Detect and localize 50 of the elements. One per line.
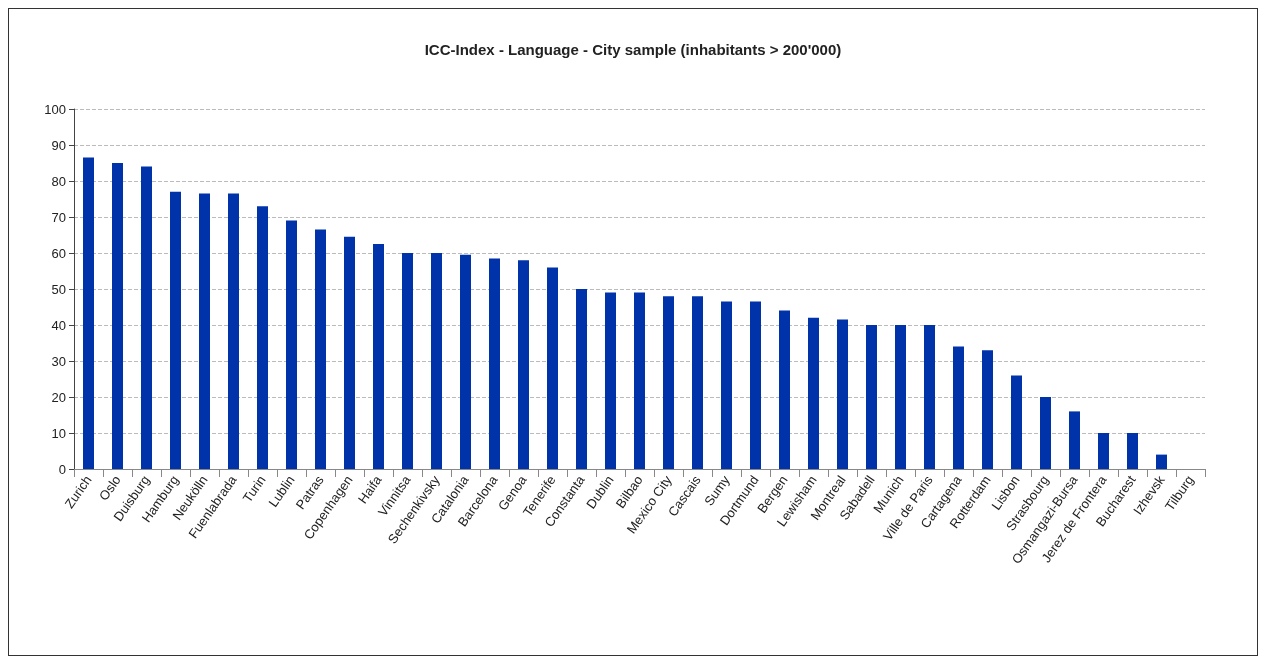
bar [1127,433,1138,469]
bar [344,236,355,469]
y-tick-label: 20 [51,389,66,405]
bar [634,292,645,469]
bar [83,157,94,469]
bar [489,258,500,469]
bar [663,296,674,469]
bar [1156,454,1167,469]
bar [1011,375,1022,469]
bar [895,325,906,469]
y-tick-label: 30 [51,353,66,369]
y-tick-label: 50 [51,281,66,297]
bar [1098,433,1109,469]
bar [112,163,123,469]
bar [1040,397,1051,469]
bar [750,301,761,469]
bar [576,289,587,469]
y-tick-label: 0 [58,461,66,477]
bar [692,296,703,469]
bar [315,229,326,469]
bar [547,267,558,469]
chart-title: ICC-Index - Language - City sample (inhabitants > 200'000) [424,41,842,58]
bar [837,319,848,469]
bar [721,301,732,469]
y-tick-label: 90 [51,137,66,153]
y-tick-label: 100 [44,101,66,117]
bar [460,254,471,469]
bar [286,220,297,469]
bar [257,206,268,469]
bar [982,350,993,469]
bar [518,260,529,469]
bar [199,193,210,469]
bar [779,310,790,469]
bar [373,244,384,469]
y-tick-label: 40 [51,317,66,333]
bar [402,253,413,469]
bar [924,325,935,469]
bar [170,191,181,469]
bar [141,166,152,469]
bar [605,292,616,469]
bar [228,193,239,469]
bar [808,317,819,469]
bar [866,325,877,469]
bar [431,253,442,469]
bar [953,346,964,469]
y-tick-label: 60 [51,245,66,261]
y-tick-label: 10 [51,425,66,441]
bar [1069,411,1080,469]
y-tick-label: 80 [51,173,66,189]
y-tick-label: 70 [51,209,66,225]
